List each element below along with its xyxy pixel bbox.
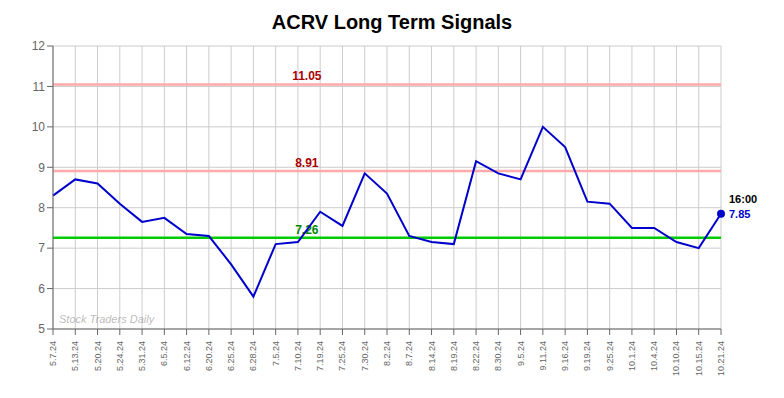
svg-text:10: 10 (32, 120, 46, 134)
svg-text:10.1.24: 10.1.24 (627, 341, 637, 371)
svg-text:7.26: 7.26 (295, 222, 319, 237)
svg-text:9.25.24: 9.25.24 (605, 341, 615, 371)
svg-text:5: 5 (38, 322, 45, 336)
svg-text:7: 7 (38, 241, 45, 255)
svg-text:10.21.24: 10.21.24 (716, 341, 726, 376)
svg-text:8.2.24: 8.2.24 (382, 341, 392, 366)
svg-text:6.28.24: 6.28.24 (248, 341, 258, 371)
svg-text:8.7.24: 8.7.24 (404, 341, 414, 366)
svg-text:6.5.24: 6.5.24 (159, 341, 169, 366)
svg-text:5.24.24: 5.24.24 (115, 341, 125, 371)
svg-text:5.7.24: 5.7.24 (48, 341, 58, 366)
svg-text:8.22.24: 8.22.24 (471, 341, 481, 371)
svg-text:9.11.24: 9.11.24 (538, 341, 548, 370)
svg-text:7.10.24: 7.10.24 (293, 341, 303, 371)
svg-text:9.5.24: 9.5.24 (516, 341, 526, 366)
svg-text:5.31.24: 5.31.24 (137, 341, 147, 371)
svg-text:Stock Traders Daily: Stock Traders Daily (59, 313, 156, 325)
svg-text:16:00: 16:00 (729, 193, 757, 205)
svg-text:7.25.24: 7.25.24 (337, 341, 347, 371)
svg-text:6.12.24: 6.12.24 (182, 341, 192, 371)
svg-text:11.05: 11.05 (292, 69, 322, 83)
svg-text:7.5.24: 7.5.24 (271, 341, 281, 366)
svg-text:7.19.24: 7.19.24 (315, 341, 325, 371)
svg-text:9.19.24: 9.19.24 (582, 341, 592, 371)
svg-text:6: 6 (38, 282, 45, 296)
svg-text:10.4.24: 10.4.24 (649, 341, 659, 371)
svg-text:11: 11 (33, 80, 46, 94)
svg-text:7.85: 7.85 (729, 208, 750, 220)
svg-text:6.25.24: 6.25.24 (226, 341, 236, 371)
svg-text:9: 9 (38, 161, 45, 175)
svg-text:5.13.24: 5.13.24 (70, 341, 80, 371)
svg-text:10.10.24: 10.10.24 (671, 341, 681, 376)
svg-text:8.14.24: 8.14.24 (427, 341, 437, 371)
svg-text:8.19.24: 8.19.24 (449, 341, 459, 371)
svg-text:9.16.24: 9.16.24 (560, 341, 570, 371)
svg-text:8: 8 (38, 201, 45, 215)
svg-text:8.91: 8.91 (295, 156, 319, 170)
svg-text:10.15.24: 10.15.24 (694, 341, 704, 376)
svg-text:6.20.24: 6.20.24 (204, 341, 214, 371)
svg-text:12: 12 (32, 39, 46, 53)
svg-text:5.20.24: 5.20.24 (93, 341, 103, 371)
svg-text:7.30.24: 7.30.24 (360, 341, 370, 371)
svg-text:8.30.24: 8.30.24 (493, 341, 503, 371)
html-text:ACRV Long Term Signals: ACRV Long Term Signals (271, 11, 513, 33)
